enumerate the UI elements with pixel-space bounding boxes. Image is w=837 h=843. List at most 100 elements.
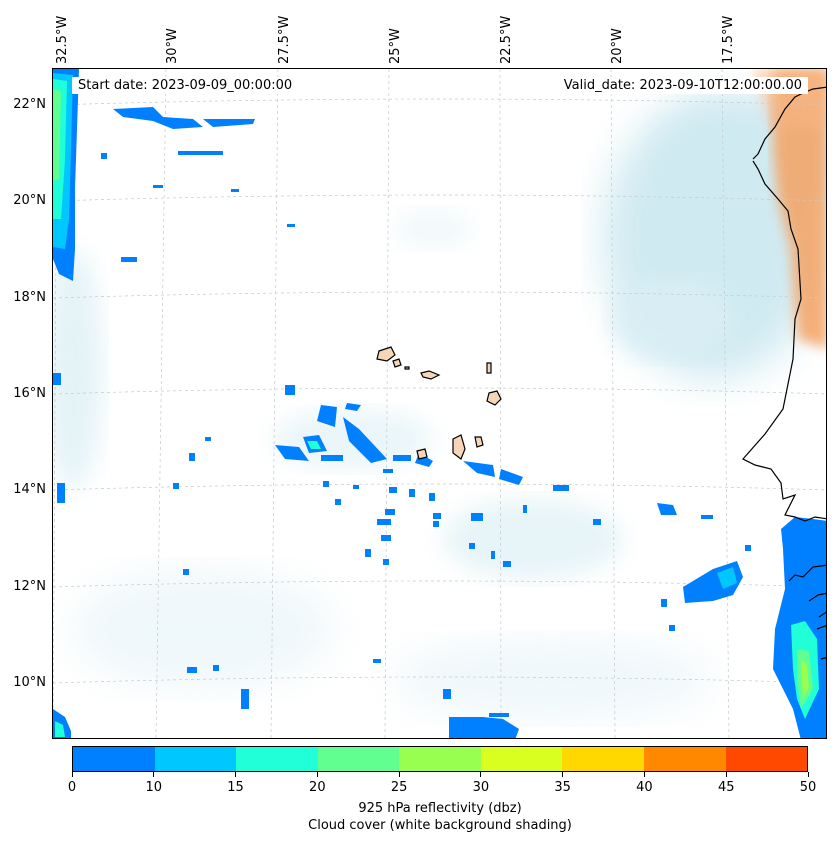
island-sao-vicente xyxy=(392,358,402,368)
sahara-shading xyxy=(773,69,826,349)
map-canvas xyxy=(53,69,826,738)
reflectivity-cell xyxy=(701,515,713,519)
lat-label-18n: 18°N xyxy=(13,290,46,305)
colorbar-tick-label: 35 xyxy=(554,780,571,795)
colorbar-segment xyxy=(725,747,808,771)
reflectivity-cell xyxy=(113,107,203,129)
reflectivity-cell xyxy=(449,717,519,738)
cloud-patch xyxy=(393,209,473,249)
reflectivity-cell xyxy=(373,659,381,663)
reflectivity-cell xyxy=(553,485,569,491)
lat-label-14n: 14°N xyxy=(13,482,46,497)
colorbar-tick-label: 10 xyxy=(145,780,163,795)
reflectivity-cell xyxy=(345,403,361,411)
reflectivity-cell xyxy=(409,489,415,497)
reflectivity-cell xyxy=(205,437,211,441)
island-santiago xyxy=(452,434,466,460)
reflectivity-cell xyxy=(307,441,321,449)
reflectivity-cell xyxy=(463,461,495,477)
lon-label-20w: 20°W xyxy=(610,28,625,64)
reflectivity-cell xyxy=(365,549,371,557)
colorbar-segment xyxy=(399,747,481,771)
start-date-label: Start date: 2023-09-09_00:00:00 xyxy=(72,77,299,94)
lat-label-20n: 20°N xyxy=(13,193,46,208)
reflectivity-cell xyxy=(377,519,391,525)
reflectivity-cell xyxy=(429,493,435,501)
reflectivity-cell xyxy=(657,503,677,515)
colorbar-title: 925 hPa reflectivity (dbz) xyxy=(358,801,522,816)
reflectivity-cell xyxy=(499,469,523,485)
colorbar-segment xyxy=(480,747,563,771)
colorbar-tick xyxy=(153,772,155,777)
colorbar-tick-label: 0 xyxy=(67,780,77,795)
cloud-cover-layer xyxy=(53,99,826,719)
reflectivity-cell xyxy=(323,481,329,487)
cloud-patch xyxy=(443,499,623,579)
reflectivity-cell xyxy=(393,455,411,461)
reflectivity-cell xyxy=(385,509,395,515)
valid-date-label: Valid_date: 2023-09-10T12:00:00.00 xyxy=(557,77,808,94)
lon-label-25w: 25°W xyxy=(388,28,403,64)
cloud-patch xyxy=(613,279,733,359)
reflectivity-cell xyxy=(433,521,439,527)
coastline xyxy=(742,86,826,660)
reflectivity-cell xyxy=(189,453,195,461)
reflectivity-cell xyxy=(285,385,295,395)
reflectivity-cell xyxy=(503,561,511,567)
colorbar-tick xyxy=(807,772,809,777)
reflectivity-cell xyxy=(471,513,483,521)
reflectivity-cell xyxy=(241,689,249,709)
colorbar-segment xyxy=(236,747,318,771)
reflectivity-cell xyxy=(57,483,65,503)
reflectivity-cell xyxy=(187,667,197,673)
colorbar-tick-label: 15 xyxy=(227,780,244,795)
colorbar-tick-label: 30 xyxy=(472,780,490,795)
colorbar-tick-label: 25 xyxy=(390,780,408,795)
reflectivity-cell xyxy=(593,519,601,525)
map-panel[interactable] xyxy=(52,68,827,739)
island-santo-antao xyxy=(376,346,396,362)
colorbar-tick xyxy=(562,772,564,777)
reflectivity-cell xyxy=(335,499,341,505)
reflectivity-cell xyxy=(523,505,527,513)
reflectivity-cell xyxy=(53,373,61,385)
reflectivity-cell xyxy=(489,713,509,717)
reflectivity-cell xyxy=(383,469,393,473)
lat-label-12n: 12°N xyxy=(13,579,46,594)
reflectivity-cell xyxy=(213,665,219,671)
colorbar-subtitle: Cloud cover (white background shading) xyxy=(308,818,572,833)
colorbar-tick xyxy=(480,772,482,777)
island-sao-nicolau xyxy=(420,370,441,380)
lat-label-10n: 10°N xyxy=(13,675,46,690)
cloud-patch xyxy=(393,639,713,719)
colorbar-tick-label: 50 xyxy=(799,780,817,795)
reflectivity-cell xyxy=(669,625,675,631)
lon-label-22-5w: 22.5°W xyxy=(499,15,514,64)
island-sal xyxy=(486,362,492,374)
reflectivity-cell xyxy=(433,513,441,519)
reflectivity-cell xyxy=(389,487,397,493)
cloud-patch xyxy=(73,569,333,689)
reflectivity-cell xyxy=(231,189,239,192)
island-boa-vista xyxy=(486,390,502,406)
reflectivity-cell xyxy=(353,485,359,489)
island-fogo xyxy=(416,448,428,460)
reflectivity-cell xyxy=(801,659,809,699)
reflectivity-cell xyxy=(178,151,223,155)
reflectivity-colorbar xyxy=(72,746,808,772)
island-maio xyxy=(474,436,484,448)
reflectivity-cell xyxy=(321,455,343,461)
lon-label-17-5w: 17.5°W xyxy=(721,15,736,64)
reflectivity-cell xyxy=(153,185,163,188)
colorbar-tick xyxy=(316,772,318,777)
reflectivity-cell xyxy=(717,567,737,589)
lat-label-22n: 22°N xyxy=(13,97,46,112)
colorbar-segment xyxy=(317,747,400,771)
island-santa-luzia xyxy=(404,366,410,370)
lon-label-30w: 30°W xyxy=(165,28,180,64)
reflectivity-cell xyxy=(343,417,387,463)
reflectivity-cell xyxy=(317,405,337,427)
reflectivity-cell xyxy=(383,559,389,565)
graticule xyxy=(53,69,826,738)
reflectivity-cell xyxy=(275,445,309,461)
